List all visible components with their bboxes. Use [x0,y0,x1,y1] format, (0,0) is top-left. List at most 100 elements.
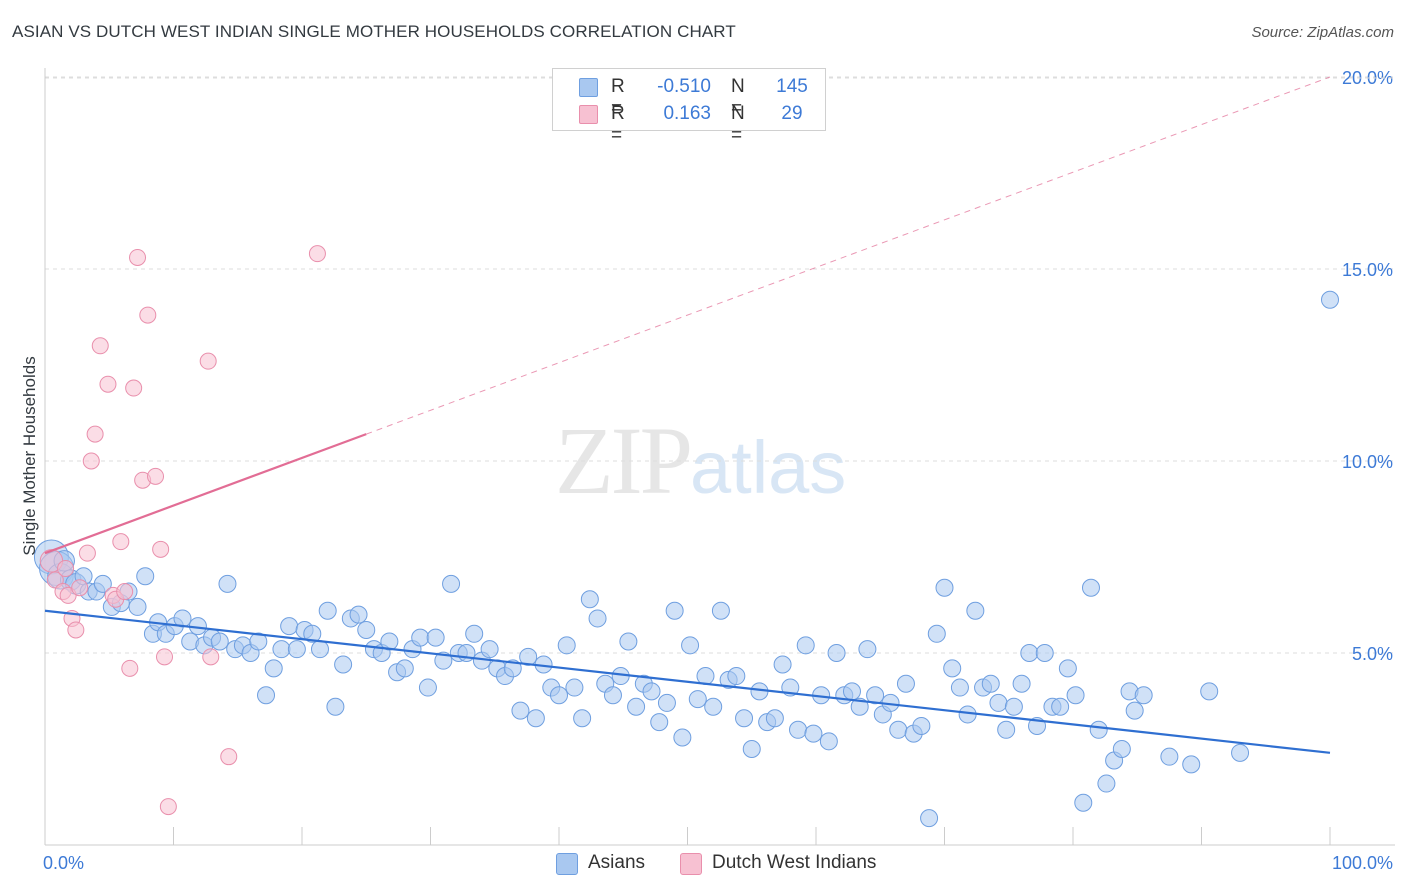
dutch-west-indians-point [139,306,157,324]
asians-point [272,640,291,659]
asians-point [997,720,1016,739]
asians-point [136,567,155,586]
asians-point [804,724,823,743]
dutch-west-indians-point [57,560,75,578]
asians-point [128,597,147,616]
asians-point [1074,793,1093,812]
watermark: ZIPatlas [555,405,846,516]
correlation-legend: R = -0.510 N = 145 R = 0.163 N = 29 [552,68,826,146]
asians-point [1066,686,1085,705]
dutch-west-indians-swatch [680,853,702,875]
y-tick-label: 15.0% [1342,260,1393,280]
asians-point [1125,701,1144,720]
n-label: N = [731,76,745,119]
x-tick-label: 0.0% [43,853,84,873]
asians-point [619,632,638,651]
asians-point [426,628,445,647]
asians-point [511,701,530,720]
y-axis-label: Single Mother Households [20,356,39,556]
dutch-west-indians-point [71,579,89,597]
asians-point [434,651,453,670]
r-label: R = [611,76,625,119]
asians-point [588,609,607,628]
x-tick-label: 100.0% [1332,853,1393,873]
asians-point [303,624,322,643]
source-label: Source: ZipAtlas.com [1251,24,1394,41]
dutch-west-indians-point [121,659,139,677]
asians-point [395,659,414,678]
asians-swatch [556,853,578,875]
dutch-west-indians-point [112,533,130,551]
asians-point [796,636,815,655]
dutch-west-indians-point [86,425,104,443]
dutch-west-indians-points [39,245,326,816]
asians-point [287,640,306,659]
asians-point [480,640,499,659]
asians-point [310,640,329,659]
asians-point [1112,740,1131,758]
asians-point [673,728,692,747]
asians-point [503,659,522,678]
r-value: 0.163 [663,103,711,124]
asians-point [1020,644,1039,662]
asians-point [210,632,229,651]
r-value: -0.510 [657,76,711,97]
asians-point [696,667,715,686]
y-tick-label: 5.0% [1352,644,1393,664]
asians-point [465,624,484,643]
legend-label: Asians [588,852,646,873]
dutch-west-indians-point [152,540,170,558]
dutch-west-indians-point [308,245,326,263]
asians-point [896,674,915,693]
asians-point [603,686,622,705]
asians-point [1134,686,1153,705]
asians-point [688,690,707,709]
dutch-west-indians-point [202,648,220,666]
asians-point [349,605,368,624]
asians-point [681,636,700,655]
asians-point [1200,682,1219,701]
asians-point [1321,290,1339,309]
asians-point [789,720,808,739]
asians-point [442,574,461,593]
asians-trend-line [44,609,1331,754]
asians-points [33,290,1339,828]
asians-point [318,601,337,620]
chart-title: ASIAN VS DUTCH WEST INDIAN SINGLE MOTHER… [12,22,736,41]
asians-point [704,697,723,716]
asians-point [1089,720,1108,739]
asians-point [858,640,877,659]
asians-point [966,601,985,620]
asians-point [526,709,545,728]
asians-point [665,601,684,620]
asians-point [280,617,299,636]
asians-point [866,686,885,705]
asians-point [573,709,592,728]
asians-point [642,682,661,701]
asians-point [1004,697,1023,716]
asians-point [1081,578,1100,597]
asians-point [773,655,792,674]
asians-point [1231,743,1250,762]
dutch-west-indians-point [156,648,174,666]
asians-point [935,578,954,597]
asians-point [989,693,1008,712]
asians-point [334,655,353,674]
asians-point [1182,755,1201,774]
asians-point [627,697,646,716]
asians-point [326,697,345,716]
asians-point [742,740,761,758]
asians-point [920,809,939,828]
dutch-west-indians-point [125,379,143,397]
dutch-west-indians-point [147,467,165,485]
dutch-west-indians-trend-extension [366,76,1331,435]
asians-point [550,686,568,705]
asians-point [257,686,276,705]
asians-point [249,632,268,651]
watermark-atlas: atlas [690,426,847,509]
asians-point [557,636,576,655]
asians-point [735,709,754,728]
asians-point [1160,747,1179,766]
asians-point [418,678,437,697]
